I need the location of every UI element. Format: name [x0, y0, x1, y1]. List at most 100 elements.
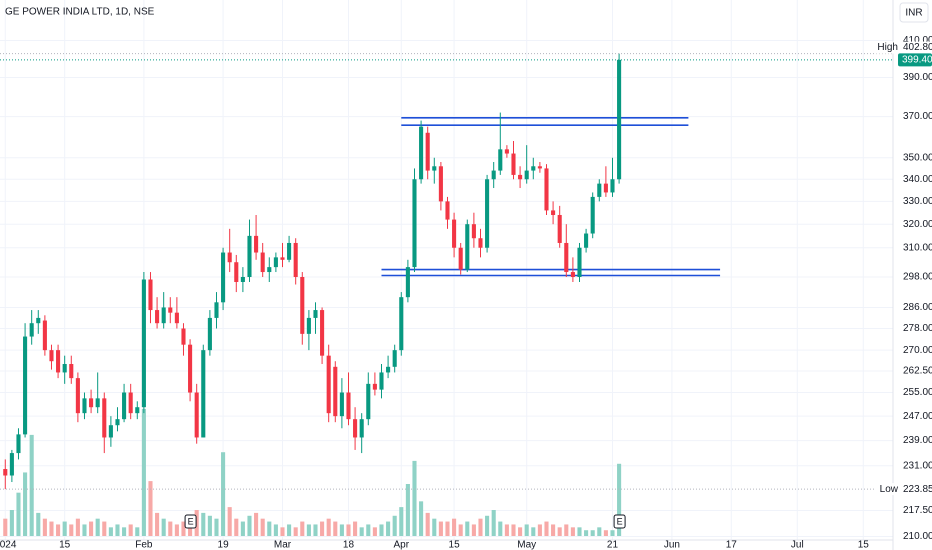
candle-body — [188, 344, 193, 393]
volume-bar — [254, 512, 259, 536]
candle-body — [141, 279, 146, 408]
volume-bar — [359, 527, 364, 536]
candle-body — [313, 310, 318, 318]
candle-body — [504, 149, 509, 154]
volume-bar — [135, 527, 140, 536]
volume-bar — [214, 518, 219, 536]
volume-bar — [465, 521, 470, 536]
x-tick-label: 15 — [858, 540, 870, 550]
volume-bar — [445, 521, 450, 536]
volume-bar — [577, 527, 582, 536]
volume-bar — [16, 492, 21, 536]
candle-body — [386, 366, 391, 373]
candle-body — [511, 153, 516, 175]
volume-bar — [564, 524, 569, 536]
y-tick-label: 231.00 — [903, 460, 932, 471]
volume-bar — [62, 521, 67, 536]
candle-body — [419, 126, 424, 180]
x-tick-label: 18 — [343, 540, 355, 550]
candle-body — [89, 398, 94, 408]
volume-bar — [221, 452, 226, 536]
candle-body — [280, 257, 285, 260]
marker-value: 402.80 — [903, 42, 932, 53]
y-tick-label: 239.00 — [903, 435, 932, 446]
candle-body — [537, 166, 542, 169]
y-tick-label: 320.00 — [903, 219, 932, 230]
volume-bar — [36, 512, 41, 536]
candle-body — [300, 277, 305, 334]
grid — [0, 0, 893, 540]
candle-body — [148, 279, 153, 311]
volume-bar — [161, 518, 166, 536]
volume-bar — [372, 527, 377, 536]
volume-bar — [49, 521, 54, 536]
volume-bar — [379, 524, 384, 536]
volume-bar — [557, 527, 562, 536]
earnings-marker — [184, 514, 197, 529]
candle-body — [518, 174, 523, 180]
x-tick-label: Mar — [274, 540, 292, 550]
volume-bar — [9, 510, 14, 536]
candle-body — [432, 166, 437, 171]
volume-bar — [102, 521, 107, 536]
x-tick-label: 17 — [726, 540, 738, 550]
candle-body — [221, 252, 226, 303]
volume-bar — [240, 521, 245, 536]
candle-body — [544, 168, 549, 211]
candle-body — [584, 233, 589, 248]
volume-bar — [306, 524, 311, 536]
volume-bar — [273, 524, 278, 536]
candle-body — [287, 242, 292, 260]
candle-body — [577, 247, 582, 278]
candle-body — [445, 201, 450, 220]
volume-bar — [75, 518, 80, 536]
marker-name: High — [877, 42, 898, 53]
candle-body — [234, 262, 239, 282]
volume-bar — [82, 524, 87, 536]
candle-body — [36, 317, 41, 324]
volume-bar — [148, 481, 153, 536]
candle-body — [372, 383, 377, 390]
volume-bar — [531, 527, 536, 536]
y-tick-label: 286.00 — [903, 302, 932, 313]
axes: 410.00 390.00 370.00 350.00 340.00 330.00 320.… — [0, 35, 932, 550]
currency[interactable]: INR — [905, 8, 922, 19]
y-tick-label: 410.00 — [903, 35, 932, 46]
candle-body — [366, 383, 371, 420]
volume-bar — [339, 524, 344, 536]
last-price-box — [898, 53, 932, 67]
candle-body — [135, 407, 140, 414]
volume-bar — [267, 521, 272, 536]
candle-body — [49, 350, 54, 362]
candle-body — [9, 453, 14, 476]
volume-bar — [300, 521, 305, 536]
candle-body — [247, 235, 252, 278]
volume-bar — [29, 434, 34, 536]
volume-bar — [438, 521, 443, 536]
candle-body — [399, 297, 404, 351]
candle-body — [458, 247, 463, 270]
volume-bar — [320, 521, 325, 536]
y-tick-label: 330.00 — [903, 196, 932, 207]
candle-body — [174, 312, 179, 324]
candle-body — [240, 277, 245, 282]
candle-body — [353, 419, 358, 438]
candle-body — [590, 196, 595, 234]
volume-bar — [122, 527, 127, 536]
candle-body — [69, 364, 74, 379]
candle-body — [227, 252, 232, 263]
volume-bar — [181, 521, 186, 536]
drawings — [381, 116, 721, 277]
candle-body — [320, 310, 325, 356]
candle-body — [524, 170, 529, 180]
currency-button[interactable] — [899, 2, 929, 23]
volume-bar — [485, 515, 490, 536]
candle-body — [597, 183, 602, 197]
volume-bar — [89, 521, 94, 536]
y-tick-label: 310.00 — [903, 242, 932, 253]
volume-bar — [207, 515, 212, 536]
volume-bar — [353, 521, 358, 536]
volume-bar — [590, 530, 595, 536]
